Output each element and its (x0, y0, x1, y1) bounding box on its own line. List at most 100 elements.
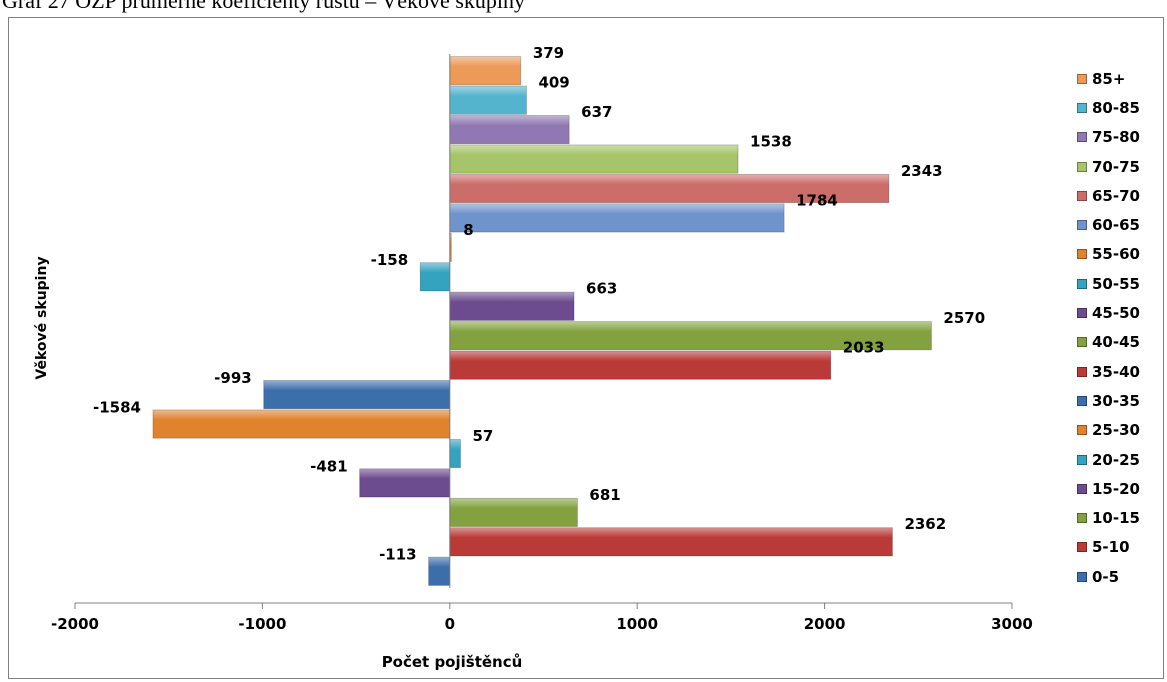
data-label-70-75: 1538 (750, 132, 792, 150)
x-axis: -2000 -1000 0 1000 2000 3000 (51, 54, 1033, 633)
legend-swatch (1077, 308, 1087, 319)
legend-item-30-35: 30-35 (1077, 386, 1140, 415)
legend-label: 5-10 (1092, 538, 1130, 557)
legend-swatch (1077, 102, 1087, 113)
legend-swatch (1077, 161, 1087, 172)
data-label-65-70: 2343 (901, 162, 943, 180)
legend-label: 30-35 (1092, 391, 1140, 410)
legend-item-65-70: 65-70 (1077, 181, 1140, 210)
data-label-20-25: 57 (472, 427, 493, 445)
bar-25-30 (152, 409, 451, 439)
legend-item-10-15: 10-15 (1077, 503, 1140, 532)
legend-swatch (1077, 220, 1087, 231)
x-tick-label: 1000 (616, 615, 658, 633)
chart-caption: Graf 27 OZP průměrné koeficienty růstu –… (2, 0, 525, 13)
legend-item-35-40: 35-40 (1077, 357, 1140, 386)
bar-35-40 (449, 350, 832, 380)
bar-40-45 (449, 321, 932, 351)
legend-item-85+: 85+ (1077, 64, 1140, 93)
legend-label: 60-65 (1092, 216, 1140, 235)
legend-swatch (1077, 249, 1087, 260)
legend-item-40-45: 40-45 (1077, 328, 1140, 357)
legend-label: 15-20 (1092, 479, 1140, 498)
legend-label: 70-75 (1092, 157, 1140, 176)
legend-label: 25-30 (1092, 421, 1140, 440)
legend-swatch (1077, 278, 1087, 289)
data-label-0-5: -113 (379, 546, 417, 564)
legend-label: 75-80 (1092, 128, 1140, 147)
legend-swatch (1077, 425, 1087, 436)
legend-label: 10-15 (1092, 509, 1140, 528)
bar-0-5 (428, 556, 451, 586)
legend: 85+ 80-85 75-80 70-75 65-70 60-65 55-60 50-55 45… (1077, 64, 1140, 591)
x-tick-label: 3000 (991, 615, 1033, 633)
legend-item-5-10: 5-10 (1077, 533, 1140, 562)
data-label-5-10: 2362 (904, 515, 946, 533)
x-tick-label: 2000 (804, 615, 846, 633)
x-tick-label: 0 (445, 615, 455, 633)
bar-80-85 (449, 85, 527, 115)
data-labels-group: -113 2362 681 -481 57 -1584 -993 2033 2570 663 -15… (93, 44, 985, 564)
legend-swatch (1077, 190, 1087, 201)
legend-label: 35-40 (1092, 362, 1140, 381)
data-label-80-85: 409 (538, 74, 569, 92)
legend-swatch (1077, 542, 1087, 553)
bar-60-65 (449, 203, 785, 233)
legend-item-80-85: 80-85 (1077, 93, 1140, 122)
data-label-60-65: 1784 (796, 191, 838, 209)
data-label-25-30: -1584 (93, 398, 141, 416)
data-label-35-40: 2033 (843, 339, 885, 357)
legend-item-50-55: 50-55 (1077, 269, 1140, 298)
legend-swatch (1077, 337, 1087, 348)
x-tick-label: -1000 (238, 615, 286, 633)
chart-frame: -113 2362 681 -481 57 -1584 -993 2033 2570 663 -15… (8, 17, 1164, 679)
data-label-55-60: 8 (463, 221, 473, 239)
data-label-85+: 379 (533, 44, 564, 62)
legend-item-20-25: 20-25 (1077, 445, 1140, 474)
legend-item-55-60: 55-60 (1077, 240, 1140, 269)
bars-group (152, 56, 932, 586)
legend-item-0-5: 0-5 (1077, 562, 1140, 591)
data-label-75-80: 637 (581, 103, 612, 121)
legend-label: 20-25 (1092, 450, 1140, 469)
bar-chart: -113 2362 681 -481 57 -1584 -993 2033 2570 663 -15… (34, 44, 1033, 671)
y-axis-title: Věkové skupiny (34, 256, 50, 379)
x-tick-label: -2000 (51, 615, 99, 633)
legend-swatch (1077, 571, 1087, 582)
legend-swatch (1077, 132, 1087, 143)
bar-10-15 (449, 497, 578, 527)
legend-label: 85+ (1092, 69, 1126, 88)
legend-label: 55-60 (1092, 245, 1140, 264)
legend-swatch (1077, 513, 1087, 524)
bar-5-10 (449, 527, 893, 557)
bar-65-70 (449, 173, 890, 204)
legend-label: 65-70 (1092, 186, 1140, 205)
legend-swatch (1077, 454, 1087, 465)
data-label-30-35: -993 (214, 369, 252, 387)
bar-45-50 (449, 291, 575, 321)
data-label-10-15: 681 (589, 486, 620, 504)
data-label-40-45: 2570 (943, 309, 985, 327)
bar-75-80 (449, 115, 570, 145)
bar-85+ (449, 56, 522, 86)
legend-item-70-75: 70-75 (1077, 152, 1140, 181)
legend-item-75-80: 75-80 (1077, 123, 1140, 152)
legend-swatch (1077, 366, 1087, 377)
legend-label: 40-45 (1092, 333, 1140, 352)
data-label-50-55: -158 (371, 251, 409, 269)
legend-item-45-50: 45-50 (1077, 298, 1140, 327)
legend-item-15-20: 15-20 (1077, 474, 1140, 503)
bar-15-20 (359, 468, 451, 498)
bar-30-35 (263, 380, 451, 410)
bar-20-25 (449, 438, 461, 469)
legend-item-25-30: 25-30 (1077, 416, 1140, 445)
legend-item-60-65: 60-65 (1077, 210, 1140, 239)
x-axis-title: Počet pojištěnců (382, 653, 523, 671)
data-label-15-20: -481 (310, 457, 348, 475)
legend-swatch (1077, 395, 1087, 406)
legend-swatch (1077, 73, 1087, 84)
legend-label: 45-50 (1092, 304, 1140, 323)
legend-label: 80-85 (1092, 98, 1140, 117)
bar-50-55 (419, 262, 451, 292)
legend-label: 0-5 (1092, 567, 1120, 586)
